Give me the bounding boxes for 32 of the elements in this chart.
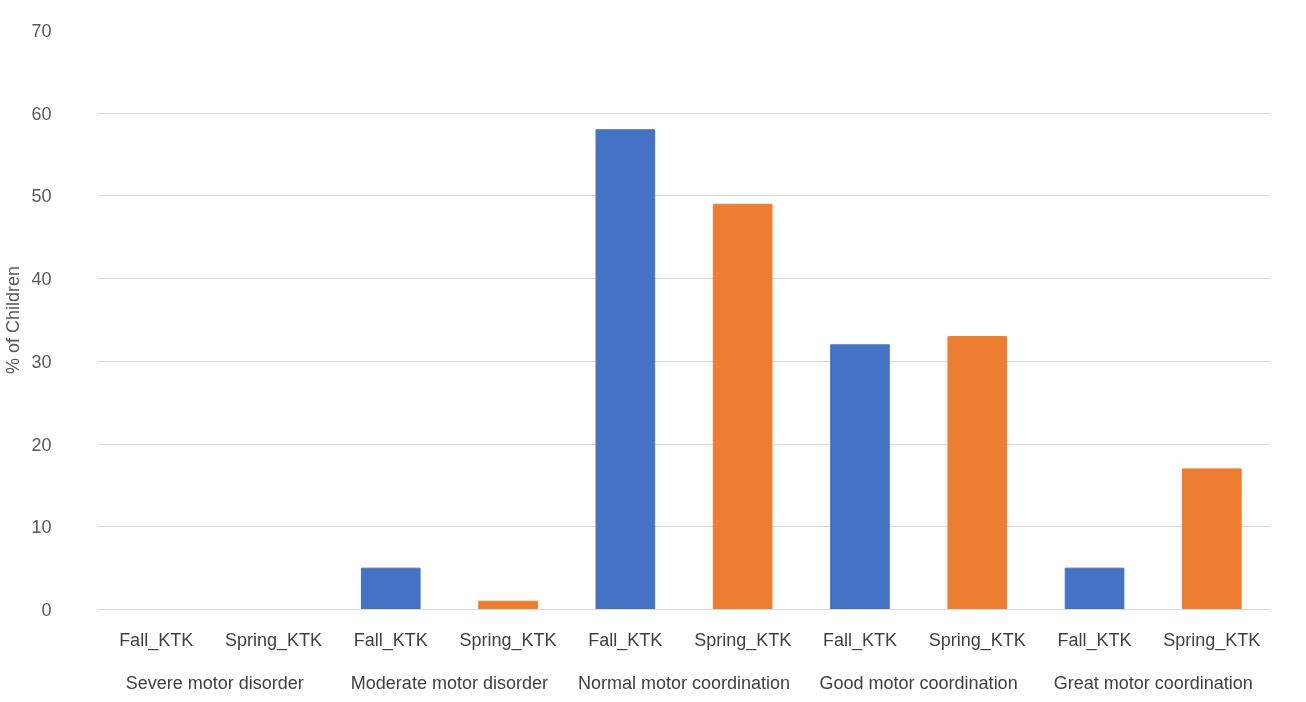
y-tick-label: 60 xyxy=(31,103,52,124)
bar xyxy=(478,600,538,610)
bar xyxy=(1064,567,1125,610)
text: Moderate motor disorder xyxy=(350,672,548,693)
x-tick-label: Fall_KTK xyxy=(1057,629,1132,651)
x-tick-label: Spring_KTK xyxy=(928,629,1026,651)
text: Normal motor coordination xyxy=(577,672,791,693)
x-tick-label: Fall_KTK xyxy=(822,629,897,651)
bar xyxy=(947,336,1008,610)
text: Good motor coordination xyxy=(819,672,1018,693)
x-tick-label: Fall_KTK xyxy=(588,629,663,651)
bar xyxy=(595,129,656,610)
text: Great motor coordination xyxy=(1053,672,1253,693)
text: Severe motor disorder xyxy=(125,672,304,693)
y-tick-label: 50 xyxy=(31,186,52,207)
y-tick-label: 40 xyxy=(31,269,52,290)
x-tick-label: Spring_KTK xyxy=(459,629,557,651)
bar xyxy=(1182,468,1242,610)
y-tick-label: 0 xyxy=(41,600,52,620)
bar xyxy=(360,567,421,610)
x-tick-label: Spring_KTK xyxy=(1163,629,1261,651)
y-tick-label: 70 xyxy=(31,21,52,41)
bar xyxy=(830,344,890,610)
x-tick-label: Fall_KTK xyxy=(119,629,194,651)
x-tick-label: Fall_KTK xyxy=(353,629,428,651)
x-tick-label: Spring_KTK xyxy=(694,629,792,651)
bar xyxy=(712,203,773,610)
x-tick-label: Spring_KTK xyxy=(224,629,322,651)
y-axis-title: % of Children xyxy=(3,265,24,375)
y-tick-label: 20 xyxy=(31,434,52,455)
y-tick-label: 30 xyxy=(31,351,52,372)
y-tick-label: 10 xyxy=(31,517,52,538)
